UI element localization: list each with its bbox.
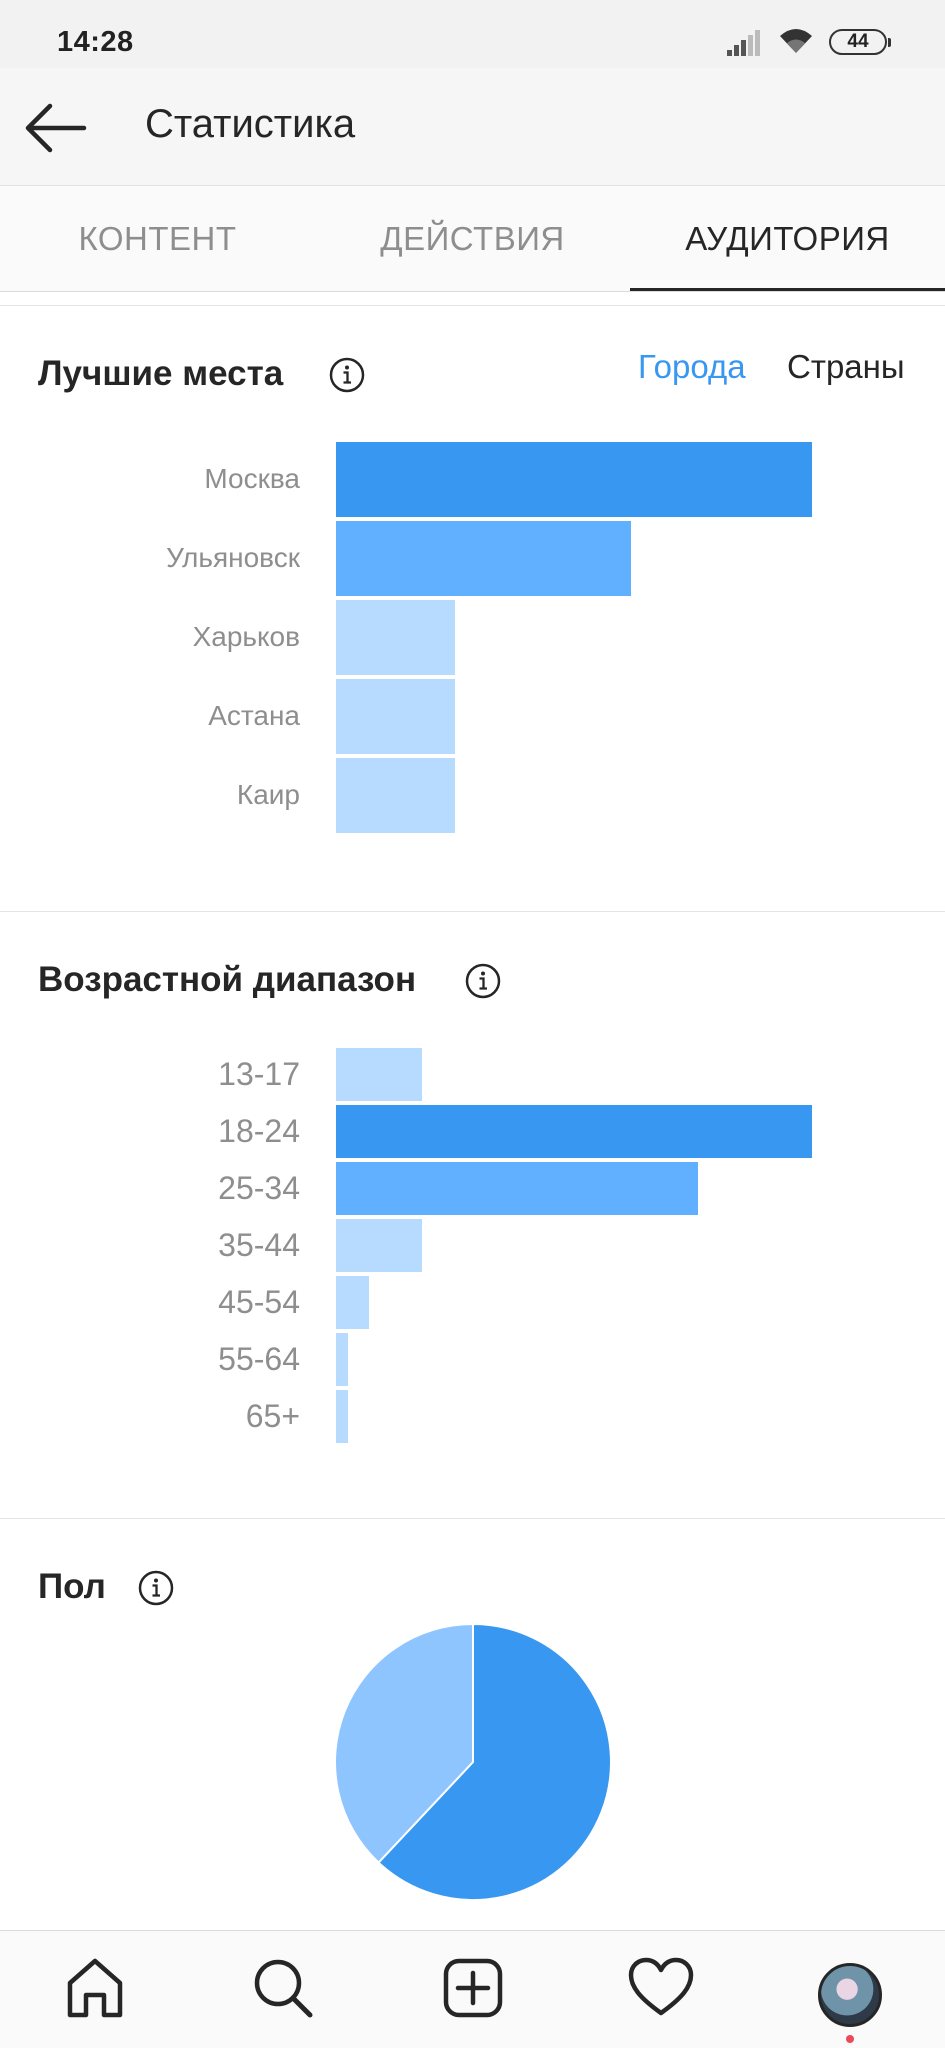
bar-18-24 [336, 1105, 812, 1158]
bar-13-17 [336, 1048, 422, 1101]
pie-slice-1 [377, 1622, 612, 1901]
toggle-countries[interactable]: Страны [787, 348, 905, 385]
active-tab-indicator [630, 288, 945, 291]
add-post-icon[interactable] [438, 1953, 508, 2023]
bar-55-64 [336, 1333, 348, 1386]
page-title: Статистика [145, 102, 356, 146]
info-icon[interactable] [137, 1569, 175, 1607]
notification-dot [846, 2035, 854, 2043]
age-range-section: Возрастной диапазон 13-17 18-24 25-34 35-44… [0, 911, 945, 1518]
tab-audience[interactable]: АУДИТОРИЯ [685, 220, 890, 257]
gender-section: Пол [0, 1518, 945, 1930]
bar-label: 55-64 [218, 1340, 300, 1377]
bar-label: 65+ [245, 1397, 300, 1434]
tab-bar: КОНТЕНТ ДЕЙСТВИЯ АУДИТОРИЯ [0, 186, 945, 292]
bar-label: Каир [236, 778, 300, 810]
bar-label: Астана [208, 699, 300, 731]
bar-65+ [336, 1390, 348, 1443]
bar-Астана [336, 679, 455, 754]
bar-Каир [336, 758, 455, 833]
bar-label: Москва [204, 462, 300, 494]
arrow-left-icon [25, 103, 87, 153]
bar-label: 35-44 [218, 1226, 300, 1263]
status-bar: 14:28 44 [0, 0, 945, 68]
back-button[interactable] [22, 98, 92, 158]
bar-Ульяновск [336, 521, 632, 596]
pie-slice-2 [334, 1622, 474, 1865]
status-time: 14:28 [57, 26, 134, 58]
bar-label: 45-54 [218, 1283, 300, 1320]
bar-label: Харьков [192, 620, 300, 652]
info-icon[interactable] [464, 962, 502, 1000]
bar-Москва [336, 442, 812, 517]
tab-content[interactable]: КОНТЕНТ [78, 220, 237, 257]
gender-pie-chart [334, 1622, 612, 1901]
wifi-icon [780, 29, 812, 53]
bar-label: 18-24 [218, 1112, 300, 1149]
bottom-navigation [0, 1930, 945, 2048]
bar-Харьков [336, 600, 455, 675]
heart-icon[interactable] [626, 1953, 696, 2023]
bar-35-44 [336, 1219, 422, 1272]
battery-indicator: 44 [829, 29, 891, 55]
gender-title: Пол [38, 1567, 106, 1606]
home-icon[interactable] [60, 1953, 130, 2023]
bar-25-34 [336, 1162, 698, 1215]
search-icon[interactable] [248, 1953, 318, 2023]
signal-icon [727, 30, 760, 56]
info-icon[interactable] [328, 356, 366, 394]
top-places-section: Лучшие места Города Страны Москва Ульянов… [0, 305, 945, 911]
age-range-title: Возрастной диапазон [38, 960, 417, 999]
bar-label: 25-34 [218, 1169, 300, 1206]
app-header: Статистика [0, 68, 945, 186]
bar-45-54 [336, 1276, 370, 1329]
tab-actions[interactable]: ДЕЙСТВИЯ [380, 220, 565, 257]
battery-level: 44 [847, 31, 869, 52]
toggle-cities[interactable]: Города [638, 348, 746, 385]
bar-label: Ульяновск [166, 541, 300, 573]
top-places-title: Лучшие места [38, 354, 284, 393]
profile-avatar[interactable] [818, 1963, 882, 2027]
bar-label: 13-17 [218, 1055, 300, 1092]
